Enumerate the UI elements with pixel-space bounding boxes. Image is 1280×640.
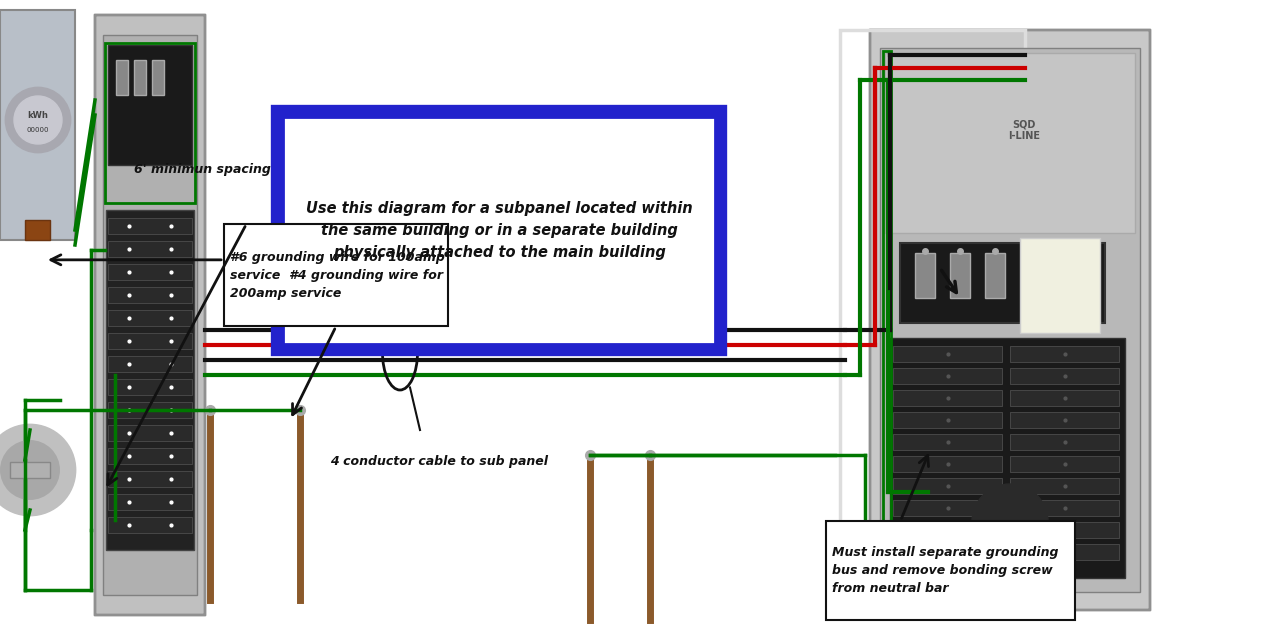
FancyBboxPatch shape (95, 15, 205, 615)
Bar (826, 521, 1075, 620)
Bar (0, 10, 76, 240)
Bar (893, 412, 1002, 428)
Text: Must install separate grounding
bus and remove bonding screw
from neutral bar: Must install separate grounding bus and … (832, 546, 1059, 595)
Bar (986, 253, 1005, 298)
Bar (881, 48, 1140, 592)
Bar (1010, 412, 1119, 428)
Text: 00000: 00000 (27, 127, 49, 133)
Bar (1010, 500, 1119, 516)
Bar (108, 241, 192, 257)
Bar (890, 338, 1125, 578)
Bar (108, 218, 192, 234)
Circle shape (1, 441, 59, 499)
Text: 6' minimun spacing: 6' minimun spacing (134, 163, 271, 176)
Bar (108, 471, 192, 487)
Bar (105, 43, 195, 203)
Bar (108, 287, 192, 303)
Bar (10, 462, 50, 478)
Bar (283, 116, 716, 344)
Bar (108, 333, 192, 349)
Bar (1010, 544, 1119, 560)
Bar (893, 544, 1002, 560)
Circle shape (972, 484, 1048, 560)
Bar (134, 60, 146, 95)
Bar (893, 390, 1002, 406)
Bar (1010, 346, 1119, 362)
Bar (152, 60, 164, 95)
Circle shape (6, 88, 70, 152)
Bar (893, 456, 1002, 472)
Bar (893, 434, 1002, 450)
Bar (893, 522, 1002, 538)
Bar (893, 500, 1002, 516)
Bar (1010, 390, 1119, 406)
Bar (1010, 368, 1119, 384)
Circle shape (965, 477, 1055, 567)
Text: SQD
I-LINE: SQD I-LINE (1009, 119, 1039, 141)
Bar (275, 109, 723, 352)
Bar (108, 356, 192, 372)
Bar (102, 35, 197, 595)
Circle shape (14, 96, 61, 144)
Bar (840, 30, 1025, 610)
Bar (108, 264, 192, 280)
Text: 4 conductor cable to sub panel: 4 conductor cable to sub panel (330, 455, 548, 468)
Text: #6 grounding wire for 100amp
service  #4 grounding wire for
200amp service: #6 grounding wire for 100amp service #4 … (230, 251, 445, 300)
Bar (950, 253, 970, 298)
Text: kWh: kWh (28, 111, 49, 120)
Bar (108, 379, 192, 395)
Bar (1010, 434, 1119, 450)
Bar (108, 448, 192, 464)
Bar (224, 224, 448, 326)
Bar (108, 45, 192, 165)
Bar (116, 60, 128, 95)
Text: Use this diagram for a subpanel located within
the same building or in a separat: Use this diagram for a subpanel located … (306, 201, 692, 260)
Bar (900, 243, 1105, 323)
FancyBboxPatch shape (870, 30, 1149, 610)
Bar (893, 478, 1002, 494)
Bar (106, 210, 195, 550)
Bar (108, 402, 192, 418)
Bar (893, 368, 1002, 384)
Bar (1010, 478, 1119, 494)
Bar (893, 346, 1002, 362)
Bar (915, 253, 934, 298)
Bar (1020, 238, 1100, 333)
Circle shape (0, 425, 76, 515)
Bar (26, 220, 50, 240)
Bar (1010, 522, 1119, 538)
Bar (883, 51, 891, 589)
Bar (108, 517, 192, 533)
Bar (108, 494, 192, 510)
Bar (1010, 456, 1119, 472)
Bar (884, 53, 1135, 233)
Bar (108, 425, 192, 441)
Bar (108, 310, 192, 326)
